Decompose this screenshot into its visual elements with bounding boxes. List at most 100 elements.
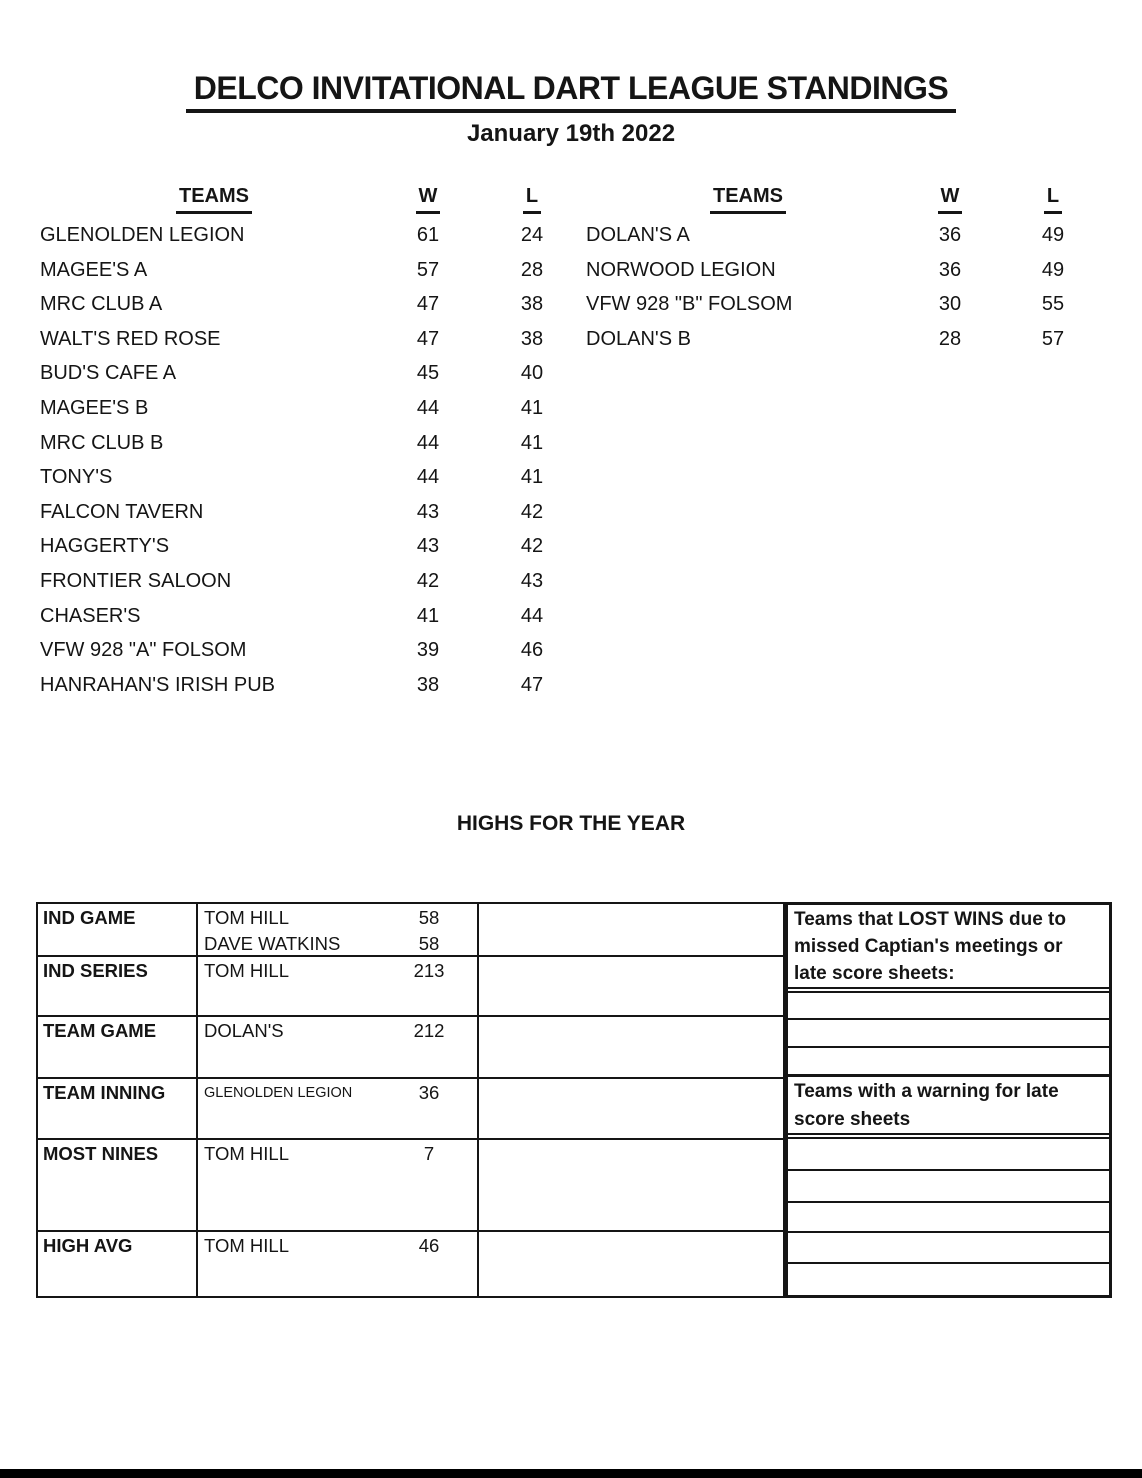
team-losses: 43 (520, 569, 544, 592)
standings-row: BUD'S CAFE A 45 40 (40, 356, 596, 391)
highs-category: IND SERIES (38, 957, 198, 1015)
team-wins: 36 (938, 224, 962, 246)
highs-entries-cell: TOM HILL 58 DAVE WATKINS 58 (198, 904, 479, 955)
team-name: TONY'S (40, 466, 113, 489)
team-name: HANRAHAN'S IRISH PUB (40, 673, 275, 696)
highs-entries-cell: TOM HILL 46 (198, 1232, 479, 1296)
team-losses: 57 (1041, 327, 1065, 350)
highs-category: IND GAME (38, 904, 198, 955)
warning-notice-line: Teams with a warning for late (794, 1081, 1059, 1102)
losses-header-cell: L (990, 182, 1116, 214)
team-name: BUD'S CAFE A (40, 362, 177, 385)
team-losses: 55 (1041, 293, 1065, 316)
blank-entry-row (788, 1264, 1109, 1295)
team-losses: 41 (520, 431, 544, 454)
team-wins: 47 (416, 293, 440, 316)
record-value: 58 (418, 933, 440, 954)
team-name: MAGEE'S B (40, 396, 149, 419)
team-name: FRONTIER SALOON (40, 569, 232, 592)
teams-header-cell: TEAMS (586, 182, 910, 214)
team-losses: 24 (520, 224, 544, 246)
record-value: 58 (418, 907, 440, 928)
highs-entry: TOM HILL 46 (198, 1233, 477, 1259)
highs-entries-cell: DOLAN'S 212 (198, 1017, 479, 1077)
highs-row-team-game: TEAM GAME DOLAN'S 212 (38, 1017, 783, 1079)
teams-header-cell: TEAMS (40, 182, 388, 214)
empty-cell (479, 957, 783, 1015)
highs-row-high-avg: HIGH AVG TOM HILL 46 (38, 1232, 783, 1296)
warning-notice-line: score sheets (794, 1109, 911, 1130)
team-losses: 41 (520, 396, 544, 419)
standings-row: CHASER'S 41 44 (40, 599, 596, 634)
blank-entry-row (788, 1020, 1109, 1048)
blank-entry-row (788, 1171, 1109, 1203)
record-value: 213 (413, 960, 445, 981)
team-losses: 44 (520, 604, 544, 627)
highs-entry: TOM HILL 213 (198, 958, 477, 984)
team-name: GLENOLDEN LEGION (40, 224, 245, 246)
standings-row: GLENOLDEN LEGION 61 24 (40, 218, 596, 253)
losses-header: L (1043, 182, 1063, 214)
team-wins: 28 (938, 327, 962, 350)
highs-entries-cell: GLENOLDEN LEGION 36 (198, 1079, 479, 1138)
team-losses: 46 (520, 639, 544, 662)
record-value: 212 (413, 1020, 445, 1041)
team-wins: 43 (416, 535, 440, 558)
team-name: MRC CLUB A (40, 293, 163, 316)
record-value: 36 (418, 1082, 440, 1103)
highs-row-team-inning: TEAM INNING GLENOLDEN LEGION 36 (38, 1079, 783, 1140)
team-name: DOLAN'S A (586, 224, 690, 246)
highs-entry: GLENOLDEN LEGION 36 (198, 1080, 477, 1106)
standings-row: DOLAN'S B 28 57 (586, 322, 1116, 357)
record-value: 46 (418, 1235, 440, 1256)
team-wins: 44 (416, 396, 440, 419)
lost-wins-notice-line: Teams that LOST WINS due to (794, 909, 1066, 930)
standings-right-column: TEAMS W L DOLAN'S A 36 49 NORWOOD LEGION 36… (586, 182, 1116, 356)
highs-entry: TOM HILL 58 (198, 905, 477, 931)
lost-wins-notice-line: late score sheets: (794, 963, 955, 984)
team-losses: 40 (520, 362, 544, 385)
losses-header: L (522, 182, 542, 214)
record-holder: DAVE WATKINS (204, 933, 341, 954)
team-losses: 42 (520, 500, 544, 523)
standings-row: MAGEE'S A 57 28 (40, 253, 596, 288)
standings-header-row: TEAMS W L (40, 182, 596, 214)
highs-category: TEAM GAME (38, 1017, 198, 1077)
team-losses: 49 (1041, 224, 1065, 246)
standings-row: DOLAN'S A 36 49 (586, 218, 1116, 253)
team-wins: 57 (416, 258, 440, 281)
record-holder: DOLAN'S (204, 1020, 284, 1041)
team-wins: 43 (416, 500, 440, 523)
highs-entry: DAVE WATKINS 58 (198, 931, 477, 957)
standings-row: FRONTIER SALOON 42 43 (40, 564, 596, 599)
team-name: FALCON TAVERN (40, 500, 204, 523)
highs-row-ind-series: IND SERIES TOM HILL 213 (38, 957, 783, 1017)
record-value: 7 (423, 1143, 435, 1164)
wins-header: W (415, 182, 441, 214)
team-name: CHASER'S (40, 604, 141, 627)
highs-row-most-nines: MOST NINES TOM HILL 7 (38, 1140, 783, 1232)
team-wins: 45 (416, 362, 440, 385)
team-losses: 38 (520, 327, 544, 350)
team-losses: 42 (520, 535, 544, 558)
standings-left-column: TEAMS W L GLENOLDEN LEGION 61 24 MAGEE'S A… (40, 182, 596, 702)
standings-row: MAGEE'S B 44 41 (40, 391, 596, 426)
team-wins: 42 (416, 569, 440, 592)
notices-box: Teams that LOST WINS due to missed Capti… (785, 902, 1112, 1298)
blank-entry-row (788, 1233, 1109, 1264)
team-wins: 38 (416, 673, 440, 696)
empty-cell (479, 1140, 783, 1230)
team-name: WALT'S RED ROSE (40, 327, 221, 350)
standings-row: WALT'S RED ROSE 47 38 (40, 322, 596, 357)
team-wins: 39 (416, 639, 440, 662)
team-wins: 41 (416, 604, 440, 627)
standings-row: VFW 928 "A" FOLSOM 39 46 (40, 633, 596, 668)
team-wins: 61 (416, 224, 440, 246)
standings-row: VFW 928 "B" FOLSOM 30 55 (586, 287, 1116, 322)
blank-entry-row (788, 1048, 1109, 1077)
highs-category: HIGH AVG (38, 1232, 198, 1296)
team-wins: 47 (416, 327, 440, 350)
team-name: HAGGERTY'S (40, 535, 170, 558)
standings-row: NORWOOD LEGION 36 49 (586, 253, 1116, 288)
